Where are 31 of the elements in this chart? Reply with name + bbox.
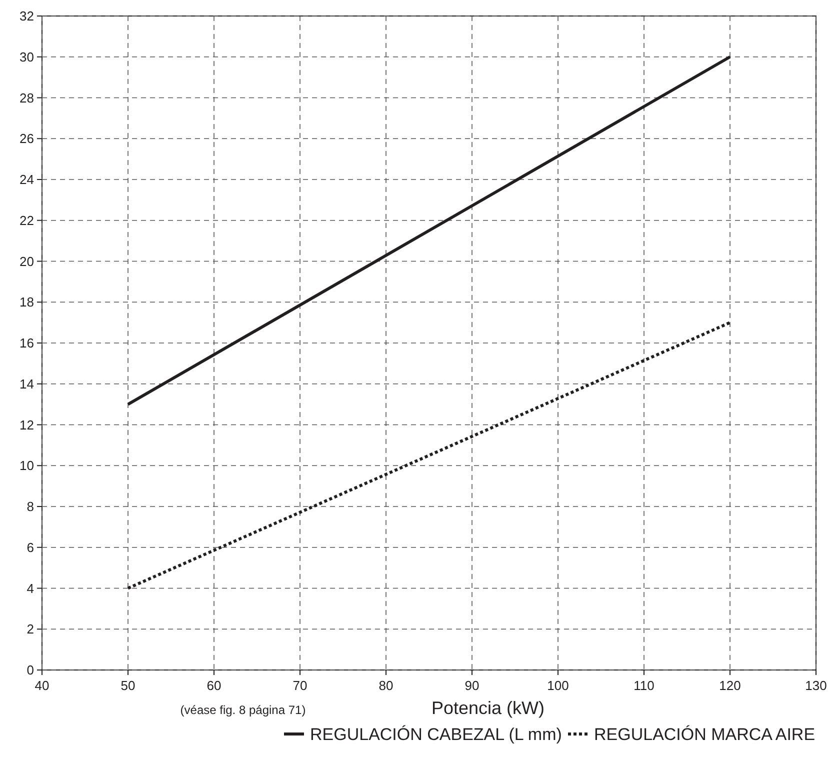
y-tick-label: 28	[20, 90, 34, 106]
x-tick-label: 100	[547, 678, 569, 693]
y-tick-label: 16	[20, 336, 34, 350]
x-tick-label: 80	[378, 678, 394, 693]
x-tick-label: 70	[292, 678, 308, 693]
y-tick-label: 2	[26, 622, 34, 637]
y-tick-label: 26	[20, 131, 34, 146]
y-tick-label: 10	[20, 458, 34, 474]
y-tick-label: 0	[26, 662, 34, 678]
x-tick-label: 60	[206, 678, 222, 693]
x-tick-label: 110	[634, 678, 654, 693]
x-tick-label: 130	[805, 678, 827, 693]
y-tick-label: 6	[26, 540, 34, 555]
legend-label: REGULACIÓN CABEZAL (L mm)	[310, 725, 562, 744]
y-tick-label: 24	[20, 172, 34, 187]
y-tick-label: 4	[26, 580, 34, 596]
y-tick-label: 12	[20, 417, 34, 432]
y-tick-label: 22	[20, 212, 34, 228]
x-tick-label: 90	[464, 678, 480, 693]
x-axis-title: Potencia (kW)	[431, 698, 545, 718]
x-tick-label: 50	[120, 678, 136, 693]
y-tick-label: 18	[20, 294, 34, 310]
y-tick-label: 20	[20, 254, 34, 269]
legend-label: REGULACIÓN MARCA AIRE	[594, 725, 816, 744]
y-tick-label: 32	[20, 8, 34, 24]
y-tick-label: 8	[26, 499, 34, 514]
y-tick-label: 14	[20, 376, 34, 392]
text: (véase fig. 8 página 71)	[180, 703, 306, 717]
y-tick-label: 30	[20, 49, 34, 64]
x-tick-label: 40	[34, 678, 50, 693]
x-tick-label: 120	[719, 678, 741, 693]
